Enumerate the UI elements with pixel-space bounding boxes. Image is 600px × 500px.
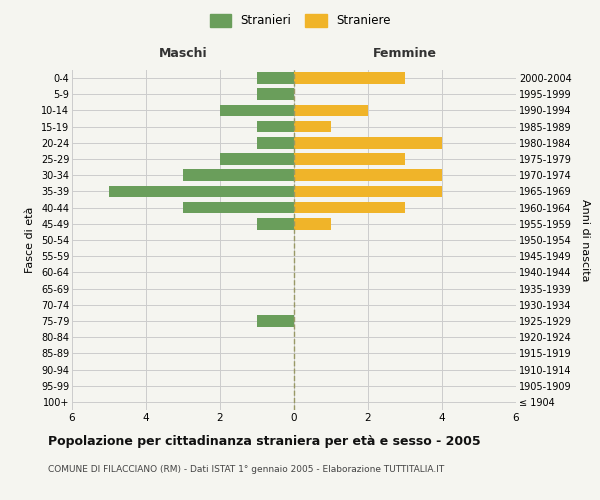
Bar	[294, 202, 405, 213]
Bar	[294, 153, 405, 165]
Text: Femmine: Femmine	[373, 47, 437, 60]
Bar	[294, 186, 442, 198]
Bar	[257, 137, 294, 148]
Bar	[257, 121, 294, 132]
Text: Popolazione per cittadinanza straniera per età e sesso - 2005: Popolazione per cittadinanza straniera p…	[48, 435, 481, 448]
Text: COMUNE DI FILACCIANO (RM) - Dati ISTAT 1° gennaio 2005 - Elaborazione TUTTITALIA: COMUNE DI FILACCIANO (RM) - Dati ISTAT 1…	[48, 465, 444, 474]
Bar	[294, 218, 331, 230]
Legend: Stranieri, Straniere: Stranieri, Straniere	[206, 11, 394, 31]
Bar	[220, 153, 294, 165]
Bar	[294, 104, 368, 117]
Bar	[257, 218, 294, 230]
Bar	[183, 170, 294, 181]
Bar	[220, 104, 294, 117]
Y-axis label: Anni di nascita: Anni di nascita	[580, 198, 590, 281]
Bar	[294, 170, 442, 181]
Bar	[109, 186, 294, 198]
Bar	[257, 88, 294, 100]
Bar	[183, 202, 294, 213]
Bar	[294, 121, 331, 132]
Bar	[294, 72, 405, 84]
Y-axis label: Fasce di età: Fasce di età	[25, 207, 35, 273]
Bar	[294, 137, 442, 148]
Text: Maschi: Maschi	[158, 47, 208, 60]
Bar	[257, 315, 294, 327]
Bar	[257, 72, 294, 84]
